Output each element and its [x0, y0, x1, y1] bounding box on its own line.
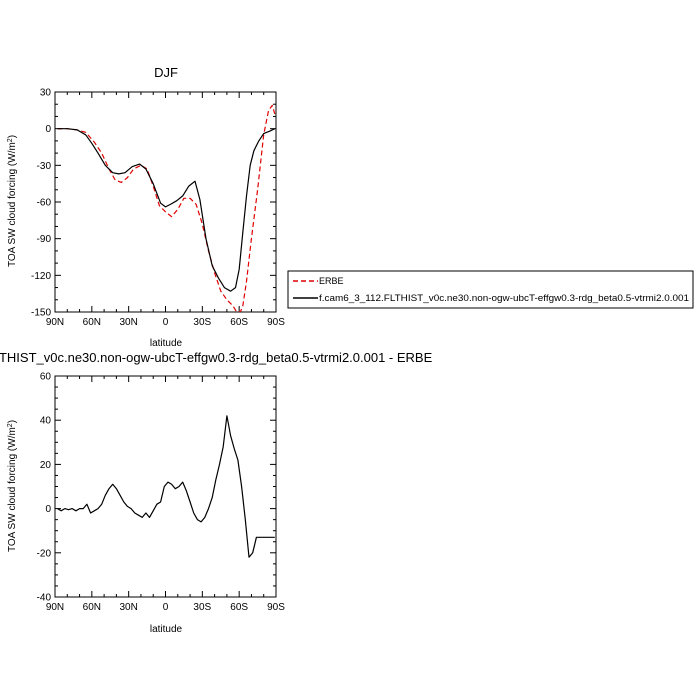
legend-model-label: f.cam6_3_112.FLTHIST_v0c.ne30.non-ogw-ub… — [319, 293, 689, 303]
bottom-x-tick-label: 60N — [83, 602, 101, 613]
legend: ERBE f.cam6_3_112.FLTHIST_v0c.ne30.non-o… — [287, 270, 694, 309]
top-x-tick-label: 90S — [267, 317, 285, 328]
top-x-axis-title: latitude — [150, 338, 183, 349]
bottom-x-tick-label: 60S — [230, 602, 248, 613]
top-y-axis-title-close: ) — [7, 135, 18, 138]
top-y-tick-label: -30 — [37, 161, 52, 172]
bottom-plot-frame — [54, 375, 277, 598]
top-x-tick-label: 30S — [193, 317, 211, 328]
top-y-tick-label: -90 — [37, 234, 52, 245]
top-series-group — [57, 104, 276, 312]
legend-erbe-label: ERBE — [319, 276, 344, 286]
bottom-y-axis-title-close: ) — [7, 420, 18, 423]
top-series-line-model — [57, 128, 276, 292]
top-x-tick-label: 30N — [119, 317, 137, 328]
top-y-axis-title: TOA SW cloud forcing (W/m2) — [7, 135, 19, 267]
top-chart-title: DJF — [154, 65, 178, 80]
bottom-series-line-difference — [57, 415, 275, 558]
bottom-y-tick-label: -20 — [37, 548, 52, 559]
top-x-tick-label: 60S — [230, 317, 248, 328]
top-y-tick-label: 30 — [40, 88, 52, 99]
bottom-y-axis-title-main: TOA SW cloud forcing (W/m — [7, 427, 18, 552]
top-y-axis-title-sup: 2 — [7, 138, 14, 142]
bottom-x-tick-label: 30S — [193, 602, 211, 613]
top-y-tick-label: -120 — [31, 271, 51, 282]
top-x-tick-label: 90N — [46, 317, 64, 328]
bottom-y-tick-label: 60 — [40, 372, 52, 383]
bottom-y-tick-label: 20 — [40, 460, 52, 471]
bottom-x-tick-label: 30N — [119, 602, 137, 613]
top-y-tick-label: -150 — [31, 308, 51, 319]
bottom-series-group — [57, 415, 275, 558]
bottom-x-tick-label: 0 — [163, 602, 169, 613]
bottom-y-axis-title: TOA SW cloud forcing (W/m2) — [7, 420, 19, 552]
bottom-axes: 90N 60N 30N 0 30S 60S 90S 60 40 20 0 -20 -40 — [37, 372, 286, 614]
bottom-y-tick-label: -40 — [37, 593, 52, 604]
bottom-panel: f.cam6_3_112.FLTHIST_v0c.ne30.non-ogw-ub… — [0, 350, 433, 635]
bottom-x-tick-label: 90S — [267, 602, 285, 613]
top-y-tick-label: -60 — [37, 198, 52, 209]
top-y-tick-label: 0 — [45, 124, 51, 135]
top-plot-frame — [54, 91, 277, 313]
bottom-y-tick-label: 0 — [45, 504, 51, 515]
top-panel: DJF 90N 60N 30N 0 30S 60S 90S 30 0 -30 -60 -90 -120 -… — [7, 65, 286, 349]
legend-box — [287, 270, 694, 309]
bottom-y-tick-label: 40 — [40, 416, 52, 427]
top-axes: 90N 60N 30N 0 30S 60S 90S 30 0 -30 -60 -90 -120 -150 — [31, 88, 285, 329]
bottom-x-axis-title: latitude — [150, 624, 183, 635]
top-x-tick-label: 0 — [163, 317, 169, 328]
bottom-y-axis-title-sup: 2 — [7, 423, 14, 427]
top-series-line-erbe — [57, 104, 276, 312]
bottom-chart-title: f.cam6_3_112.FLTHIST_v0c.ne30.non-ogw-ub… — [0, 350, 433, 365]
top-x-tick-label: 60N — [83, 317, 101, 328]
top-y-axis-title-main: TOA SW cloud forcing (W/m — [7, 142, 18, 267]
bottom-x-tick-label: 90N — [46, 602, 64, 613]
